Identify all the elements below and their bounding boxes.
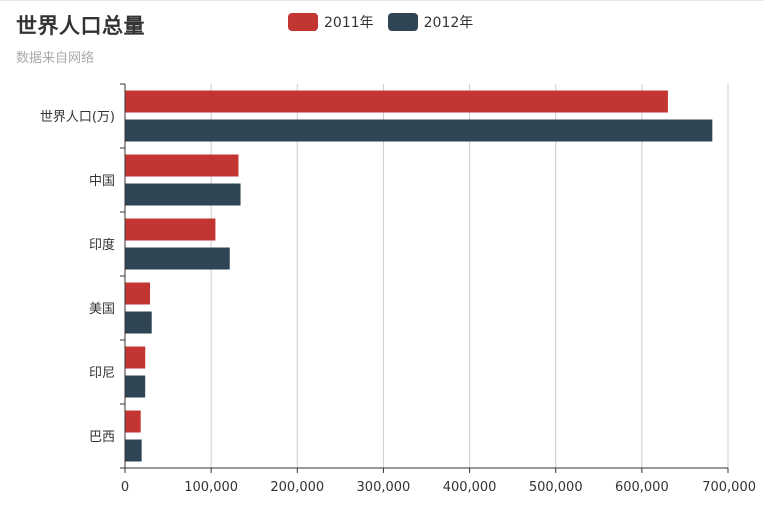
legend-swatch-2011	[288, 13, 318, 31]
legend-item-2011[interactable]: 2011年	[288, 12, 374, 32]
legend-label-2011: 2011年	[324, 15, 374, 31]
x-tick-label: 100,000	[184, 480, 238, 495]
x-tick-label: 600,000	[615, 480, 669, 495]
x-tick-label: 500,000	[529, 480, 583, 495]
legend-label-2012: 2012年	[423, 15, 474, 31]
bar-2012[interactable]	[125, 247, 230, 270]
x-tick-label: 300,000	[357, 480, 411, 495]
y-tick-label: 印尼	[89, 366, 115, 381]
x-tick-label: 0	[121, 480, 129, 495]
legend: 2011年 2012年	[288, 12, 473, 32]
bar-2012[interactable]	[125, 119, 713, 142]
bar-2011[interactable]	[125, 410, 141, 433]
bar-2011[interactable]	[125, 346, 146, 369]
y-tick-label: 中国	[89, 174, 115, 189]
bar-2011[interactable]	[125, 90, 668, 113]
y-tick-label: 巴西	[89, 430, 115, 445]
top-border	[0, 0, 764, 1]
chart-subtitle: 数据来自网络	[16, 51, 95, 66]
y-tick-label: 印度	[89, 237, 115, 253]
bar-2012[interactable]	[125, 183, 241, 206]
x-tick-label: 400,000	[443, 480, 497, 495]
bar-2012[interactable]	[125, 439, 142, 462]
bar-2012[interactable]	[125, 311, 152, 334]
x-tick-label: 200,000	[270, 480, 324, 495]
legend-swatch-2012	[387, 13, 418, 31]
x-tick-label: 700,000	[702, 480, 756, 495]
y-tick-label: 世界人口(万)	[40, 110, 115, 125]
bar-2011[interactable]	[125, 218, 216, 241]
bar-2011[interactable]	[125, 282, 151, 305]
chart-title: 世界人口总量	[16, 14, 145, 38]
bar-2011[interactable]	[125, 154, 239, 177]
y-tick-label: 美国	[89, 302, 115, 317]
legend-item-2012[interactable]: 2012年	[387, 12, 474, 32]
bar-2012[interactable]	[125, 375, 146, 398]
